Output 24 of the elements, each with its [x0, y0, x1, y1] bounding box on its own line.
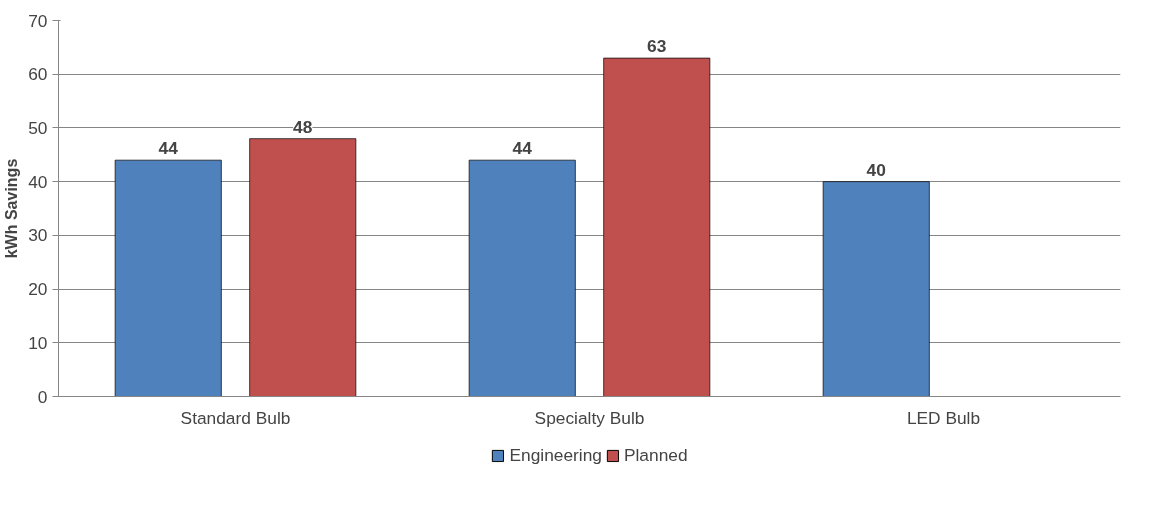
y-axis-title: kWh Savings	[3, 158, 21, 259]
data-label: 48	[293, 116, 313, 137]
x-tick-label: LED Bulb	[906, 407, 981, 428]
bar	[603, 57, 711, 397]
y-tick-label: 60	[28, 64, 48, 85]
y-tick-label: 30	[28, 225, 48, 246]
legend-label: Engineering	[509, 444, 602, 466]
bar	[114, 159, 222, 397]
bar	[468, 159, 576, 397]
data-label: 40	[866, 159, 886, 180]
bar	[822, 181, 930, 397]
legend-label: Planned	[623, 444, 688, 466]
y-tick-label: 0	[37, 386, 48, 407]
bar	[249, 138, 357, 397]
data-label: 63	[647, 36, 667, 57]
y-tick-label: 40	[28, 171, 48, 192]
y-tick-label: 50	[28, 117, 48, 138]
y-tick-label: 20	[28, 279, 48, 300]
data-label: 44	[512, 138, 533, 159]
data-label: 44	[158, 138, 179, 159]
y-tick-label: 70	[28, 10, 48, 31]
y-tick-label: 10	[28, 332, 48, 353]
x-tick-label: Specialty Bulb	[534, 407, 645, 428]
x-tick-label: Standard Bulb	[180, 407, 291, 428]
